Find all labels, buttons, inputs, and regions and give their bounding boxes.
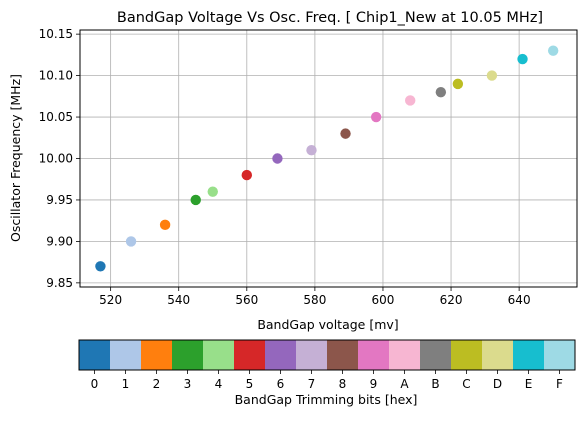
colorbar-segment — [265, 340, 297, 370]
colorbar-tick-label: B — [431, 377, 439, 391]
data-point — [435, 86, 447, 98]
data-points — [95, 45, 559, 272]
colorbar-tick-label: A — [400, 377, 409, 391]
colorbar-tick-label: 1 — [122, 377, 130, 391]
x-axis-label: BandGap voltage [mv] — [257, 317, 398, 332]
colorbar-segment — [141, 340, 173, 370]
colorbar-tick-label: 4 — [215, 377, 223, 391]
data-point — [159, 219, 171, 231]
x-tick-label: 520 — [99, 293, 122, 307]
y-tick-label: 10.05 — [39, 110, 73, 124]
data-point — [404, 95, 416, 106]
data-point — [190, 194, 201, 206]
x-tick-label: 580 — [303, 293, 326, 307]
x-tick-label: 640 — [508, 293, 531, 307]
colorbar-segment — [296, 340, 328, 370]
y-tick-label: 10.15 — [39, 27, 73, 41]
y-tick-label: 9.95 — [46, 193, 73, 207]
colorbar: 0 1 2 3 4 5 6 7 8 9 A B C D E F — [78, 339, 576, 391]
colorbar-tick-label: D — [493, 377, 502, 391]
chart-title: BandGap Voltage Vs Osc. Freq. [ Chip1_Ne… — [117, 10, 543, 26]
colorbar-tick-label: F — [556, 377, 563, 391]
x-axis-ticks: 520 540 560 580 600 620 640 — [99, 287, 531, 307]
colorbar-segment — [389, 340, 421, 370]
data-point — [95, 261, 106, 272]
data-point — [272, 153, 283, 164]
colorbar-tick-label: 7 — [308, 377, 316, 391]
colorbar-segment — [110, 340, 142, 370]
colorbar-segment — [513, 340, 545, 370]
colorbar-segment — [358, 340, 390, 370]
data-point — [486, 70, 498, 81]
y-tick-label: 9.90 — [46, 234, 73, 248]
colorbar-segment — [451, 340, 483, 370]
data-point — [306, 145, 317, 156]
colorbar-segment — [172, 340, 204, 370]
colorbar-tick-label: 2 — [153, 377, 161, 391]
data-point — [547, 45, 559, 56]
data-point — [452, 78, 464, 90]
y-tick-label: 10.00 — [39, 152, 73, 166]
data-point — [370, 111, 382, 123]
y-tick-label: 10.10 — [39, 69, 73, 83]
colorbar-tick-label: 3 — [184, 377, 192, 391]
x-tick-label: 560 — [235, 293, 258, 307]
colorbar-tick-label: 6 — [277, 377, 285, 391]
x-tick-label: 540 — [167, 293, 190, 307]
y-tick-label: 9.85 — [46, 276, 73, 290]
y-axis-ticks: 9.85 9.90 9.95 10.00 10.05 10.10 10.15 — [39, 27, 80, 290]
colorbar-segment — [482, 340, 514, 370]
colorbar-segment — [327, 340, 359, 370]
colorbar-tick-label: C — [462, 377, 470, 391]
data-point — [340, 128, 351, 139]
colorbar-frame — [78, 339, 576, 371]
x-tick-label: 620 — [440, 293, 463, 307]
colorbar-segment — [420, 340, 452, 370]
data-point — [241, 169, 253, 181]
colorbar-segment — [79, 340, 111, 370]
colorbar-tick-label: 5 — [246, 377, 254, 391]
colorbar-tick-label: 8 — [339, 377, 347, 391]
data-point — [517, 53, 528, 65]
colorbar-label: BandGap Trimming bits [hex] — [235, 392, 418, 407]
colorbar-tick-label: E — [525, 377, 533, 391]
colorbar-segment — [544, 340, 576, 370]
data-point — [125, 236, 137, 247]
grid-lines — [80, 30, 577, 287]
colorbar-segment — [203, 340, 235, 370]
y-axis-label: Oscillator Frequency [MHz] — [8, 74, 23, 242]
data-point — [207, 186, 218, 197]
colorbar-tick-label: 9 — [370, 377, 378, 391]
x-tick-label: 600 — [372, 293, 395, 307]
colorbar-tick-label: 0 — [91, 377, 99, 391]
colorbar-segment — [234, 340, 266, 370]
